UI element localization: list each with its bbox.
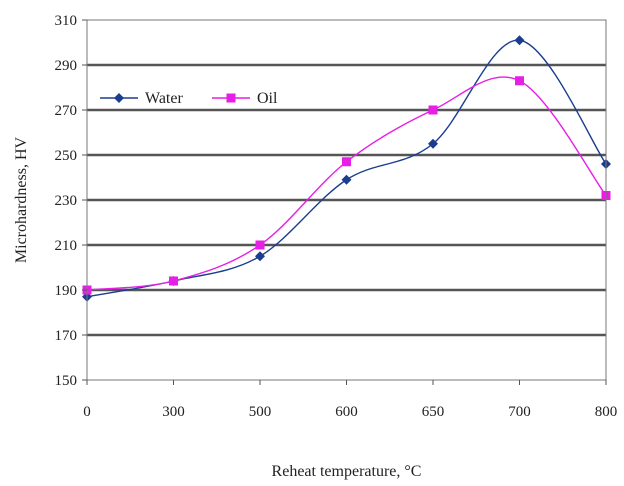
legend-label-water: Water xyxy=(145,90,183,107)
data-point-water xyxy=(255,251,265,262)
x-tick-label: 500 xyxy=(249,404,272,420)
y-tick-labels: 150 170 190 210 230 250 270 290 310 xyxy=(55,13,78,389)
x-tick-label: 300 xyxy=(162,404,185,420)
series-line-water xyxy=(86,39,607,298)
y-tick-label: 230 xyxy=(55,193,78,209)
x-tick-label: 650 xyxy=(422,404,445,420)
data-point-oil xyxy=(255,240,265,250)
x-tick-label: 800 xyxy=(595,404,618,420)
y-tick-label: 190 xyxy=(55,283,78,299)
data-point-oil xyxy=(428,105,438,115)
series-layer xyxy=(82,35,611,302)
data-point-oil xyxy=(342,157,351,167)
x-tick-label: 0 xyxy=(83,404,91,420)
data-point-oil xyxy=(169,276,178,286)
x-tick-label: 600 xyxy=(335,404,358,420)
y-tick-label: 310 xyxy=(55,13,78,29)
y-tick-label: 270 xyxy=(55,103,78,119)
y-tick-label: 170 xyxy=(55,328,78,344)
y-tick-label: 290 xyxy=(55,58,78,74)
axis-layer xyxy=(82,19,607,385)
x-tick-label: 700 xyxy=(508,404,531,420)
y-axis-title: Microhardness, HV xyxy=(13,136,30,263)
y-tick-label: 210 xyxy=(55,238,78,254)
data-point-water xyxy=(341,174,352,185)
data-point-water xyxy=(514,35,525,46)
x-axis-title: Reheat temperature, °C xyxy=(272,463,422,480)
legend: Water Oil xyxy=(100,90,278,107)
y-tick-label: 150 xyxy=(55,373,78,389)
data-point-oil xyxy=(515,76,524,86)
grid-layer xyxy=(87,63,606,337)
y-tick-label: 250 xyxy=(55,148,78,164)
x-tick-labels: 0 300 500 600 650 700 800 xyxy=(83,404,617,420)
data-point-water xyxy=(428,138,438,149)
legend-label-oil: Oil xyxy=(257,90,278,107)
legend-marker-water xyxy=(114,93,124,103)
legend-marker-oil xyxy=(226,93,236,103)
